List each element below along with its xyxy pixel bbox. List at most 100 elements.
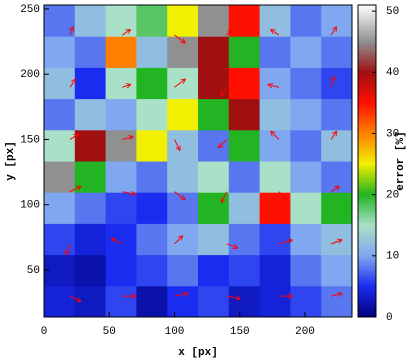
- colorbar-strip: [358, 169, 376, 172]
- heat-cell: [290, 67, 322, 100]
- colorbar-strip: [358, 115, 376, 118]
- colorbar-strip: [358, 237, 376, 240]
- colorbar-strip: [358, 13, 376, 16]
- heat-cell: [136, 161, 168, 193]
- heat-cell: [228, 192, 261, 224]
- vector-arrow: [222, 86, 228, 95]
- colorbar-strip: [358, 159, 376, 162]
- y-tick-label: 200: [20, 69, 40, 81]
- colorbar-strip: [358, 155, 376, 158]
- colorbar-strip: [358, 211, 376, 214]
- colorbar-strip: [358, 185, 376, 188]
- heat-cell: [259, 5, 291, 37]
- heat-cell: [136, 192, 168, 224]
- colorbar-strip: [358, 217, 376, 220]
- colorbar-strip: [358, 7, 376, 10]
- heat-cell: [321, 67, 353, 100]
- colorbar-strip: [358, 203, 376, 206]
- heat-cell: [198, 254, 230, 287]
- colorbar-strip: [358, 181, 376, 184]
- colorbar-strip: [358, 219, 376, 222]
- heat-cell: [136, 129, 168, 162]
- x-tick-label: 50: [103, 326, 116, 338]
- colorbar-tick-label: 20: [386, 190, 399, 202]
- colorbar-strip: [358, 227, 376, 230]
- colorbar-strip: [358, 11, 376, 14]
- heat-cell: [290, 192, 322, 224]
- colorbar-strip: [358, 93, 376, 96]
- colorbar-strip: [358, 263, 376, 266]
- heat-cell: [259, 254, 291, 287]
- colorbar-strip: [358, 207, 376, 210]
- vector-arrow: [174, 34, 185, 43]
- colorbar-strip: [358, 235, 376, 238]
- heat-cell: [290, 129, 322, 162]
- heat-cell: [290, 36, 322, 68]
- heat-cell: [321, 5, 353, 37]
- colorbar-strip: [358, 97, 376, 100]
- vector-arrow: [112, 239, 123, 245]
- colorbar-strip: [358, 175, 376, 178]
- vector-arrow: [222, 191, 228, 202]
- colorbar-strip: [358, 21, 376, 24]
- colorbar-strip: [358, 201, 376, 204]
- colorbar-strip: [358, 195, 376, 198]
- colorbar-strip: [358, 157, 376, 160]
- vector-arrow: [174, 236, 183, 245]
- colorbar-strip: [358, 269, 376, 272]
- heat-cell: [228, 36, 261, 68]
- heat-cell: [198, 285, 230, 318]
- vector-arrow: [174, 294, 188, 297]
- heat-cell: [74, 36, 107, 68]
- colorbar-strip: [358, 213, 376, 216]
- colorbar-strip: [358, 83, 376, 86]
- heat-cell: [228, 254, 261, 287]
- colorbar-strip: [358, 313, 376, 316]
- plot-frame: [43, 4, 353, 318]
- colorbar-strip: [358, 299, 376, 302]
- colorbar-strip: [358, 291, 376, 294]
- colorbar-strip: [358, 225, 376, 228]
- colorbar-strip: [358, 247, 376, 250]
- heat-cell: [136, 254, 168, 287]
- colorbar-strip: [358, 71, 376, 74]
- colorbar-strip: [358, 271, 376, 274]
- heat-cell: [228, 285, 261, 318]
- heat-cell: [74, 223, 107, 256]
- heat-cell: [44, 98, 76, 131]
- y-tick-label: 150: [20, 134, 40, 146]
- colorbar-strip: [358, 85, 376, 88]
- colorbar-strip: [358, 295, 376, 298]
- colorbar-strip: [358, 87, 376, 90]
- colorbar-strip: [358, 259, 376, 262]
- heat-cell: [259, 98, 291, 131]
- colorbar-strip: [358, 289, 376, 292]
- colorbar-strip: [358, 55, 376, 58]
- x-axis-label: x [px]: [178, 347, 218, 359]
- heat-cell: [228, 67, 261, 100]
- heat-cell: [136, 223, 168, 256]
- colorbar-strip: [358, 223, 376, 226]
- vector-arrow: [330, 186, 339, 193]
- heat-cell: [136, 67, 168, 100]
- colorbar-strip: [358, 315, 376, 318]
- colorbar-strip: [358, 293, 376, 296]
- heatmap: [44, 5, 353, 318]
- colorbar-strip: [358, 231, 376, 234]
- colorbar-strip: [358, 279, 376, 282]
- colorbar-strip: [358, 129, 376, 132]
- colorbar-strip: [358, 79, 376, 82]
- colorbar-strip: [358, 25, 376, 28]
- heat-cell: [74, 129, 107, 162]
- heat-cell: [74, 67, 107, 100]
- heat-cell: [167, 5, 199, 37]
- vector-arrow: [226, 243, 237, 248]
- heat-cell: [74, 285, 107, 318]
- colorbar-strip: [358, 287, 376, 290]
- vector-arrow: [226, 30, 232, 36]
- colorbar-strip: [358, 147, 376, 150]
- colorbar-strip: [358, 27, 376, 30]
- heat-cell: [167, 98, 199, 131]
- vector-arrow: [330, 294, 341, 297]
- colorbar-strip: [358, 311, 376, 314]
